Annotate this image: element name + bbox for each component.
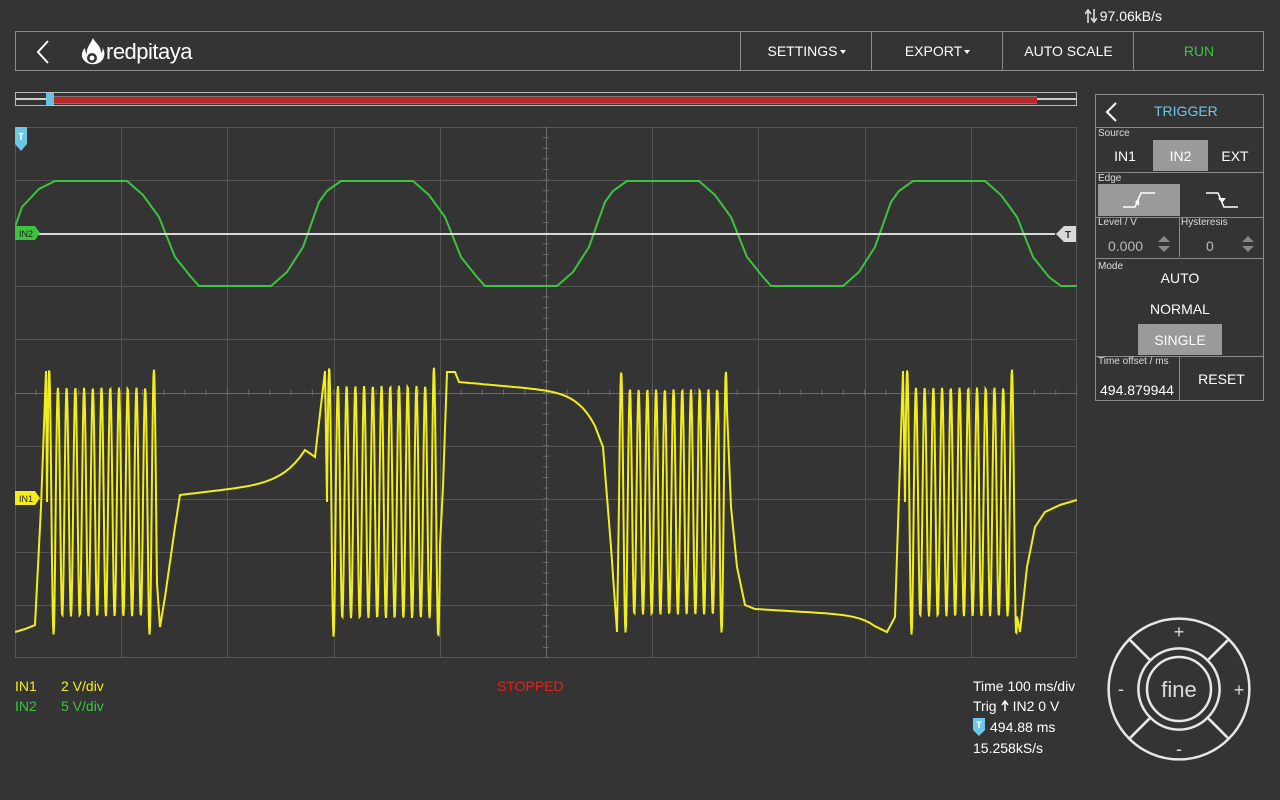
- settings-menu-button[interactable]: SETTINGS: [740, 32, 872, 70]
- run-button[interactable]: RUN: [1133, 32, 1264, 70]
- status-bar: 97.06kB/s: [0, 0, 1280, 30]
- jog-up-label: +: [1174, 622, 1185, 642]
- in2-marker-label: IN2: [19, 229, 33, 239]
- chevron-left-icon[interactable]: [1104, 102, 1118, 122]
- mode-normal-option[interactable]: NORMAL: [1150, 300, 1210, 317]
- run-label: RUN: [1183, 43, 1215, 59]
- time-scale: Time 100 ms/div: [973, 678, 1076, 694]
- trigger-panel: TRIGGER Source IN1 IN2 EXT Edge Level / …: [1095, 94, 1264, 401]
- export-menu-button[interactable]: EXPORT: [871, 32, 1003, 70]
- source-ext-option[interactable]: EXT: [1221, 147, 1249, 164]
- level-stepper-icon[interactable]: [1157, 235, 1171, 253]
- in1-marker-label: IN1: [19, 494, 33, 504]
- transfer-rate-value: 97.06kB/s: [1099, 8, 1162, 24]
- divider: [1096, 258, 1263, 259]
- plot-grid: [15, 127, 1077, 658]
- trigger-info: Trig IN2 0 V: [973, 698, 1059, 714]
- back-button[interactable]: [26, 38, 56, 66]
- divider: [1096, 127, 1263, 128]
- trigger-time-marker[interactable]: T: [15, 127, 27, 151]
- top-navbar: redpitaya SETTINGS EXPORT AUTO SCALE RUN: [15, 31, 1264, 71]
- hysteresis-label: Hysteresis: [1181, 217, 1228, 228]
- trigger-panel-header: TRIGGER: [1096, 95, 1263, 127]
- in2-offset-marker[interactable]: IN2: [15, 226, 40, 240]
- edge-rising-option[interactable]: [1098, 184, 1180, 216]
- edge-falling-option[interactable]: [1181, 184, 1263, 216]
- divider: [1179, 356, 1180, 400]
- settings-label: SETTINGS: [767, 43, 838, 59]
- auto-scale-button[interactable]: AUTO SCALE: [1002, 32, 1134, 70]
- logo-text: redpitaya: [106, 39, 193, 64]
- trigger-info-value: IN2 0 V: [1012, 698, 1060, 714]
- trigger-time-marker-label: T: [18, 132, 24, 143]
- falling-edge-icon: [1206, 192, 1238, 208]
- in2-channel-name: IN2: [15, 698, 37, 714]
- acquisition-state: STOPPED: [497, 678, 564, 694]
- level-label: Level / V: [1098, 217, 1137, 228]
- transfer-rate: 97.06kB/s: [1084, 8, 1162, 24]
- divider: [1096, 172, 1263, 173]
- export-label: EXPORT: [904, 43, 963, 59]
- reset-button[interactable]: RESET: [1198, 370, 1245, 387]
- trigger-time-marker-icon-label: T: [976, 720, 982, 730]
- in1-channel-name: IN1: [15, 678, 37, 694]
- trigger-time-marker-icon: T: [973, 718, 985, 736]
- rising-edge-icon: [1123, 192, 1155, 208]
- oscilloscope-plot[interactable]: T IN2 IN1 T: [15, 127, 1077, 658]
- source-in1-option[interactable]: IN1: [1114, 147, 1136, 164]
- auto-scale-label: AUTO SCALE: [1024, 43, 1113, 59]
- time-offset-value[interactable]: 494.879944: [1100, 382, 1174, 398]
- hysteresis-stepper-icon[interactable]: [1241, 235, 1255, 253]
- in1-scale[interactable]: 2 V/div: [61, 678, 104, 694]
- jog-left-segment[interactable]: [1107, 637, 1153, 741]
- in2-scale[interactable]: 5 V/div: [61, 698, 104, 714]
- trigger-panel-title: TRIGGER: [1154, 103, 1218, 119]
- source-in2-option[interactable]: IN2: [1153, 140, 1208, 171]
- fine-label: fine: [1161, 677, 1196, 702]
- jog-left-label: -: [1118, 679, 1124, 699]
- arrow-up-icon: [1000, 700, 1009, 711]
- time-range-bar[interactable]: [15, 92, 1077, 106]
- hysteresis-value[interactable]: 0: [1206, 238, 1214, 254]
- level-value[interactable]: 0.000: [1108, 238, 1144, 254]
- trigger-level-marker-label: T: [1065, 230, 1071, 241]
- chevron-left-icon: [36, 40, 49, 64]
- sample-rate: 15.258kS/s: [973, 740, 1044, 756]
- transfer-arrows-icon: [1084, 8, 1097, 24]
- in1-offset-marker[interactable]: IN1: [15, 491, 40, 505]
- jog-right-label: +: [1234, 680, 1245, 700]
- trigger-time: T 494.88 ms: [973, 718, 1055, 736]
- jog-wheel[interactable]: + - - + fine: [1103, 613, 1255, 765]
- trigger-info-prefix: Trig: [973, 698, 997, 714]
- mode-single-option[interactable]: SINGLE: [1138, 324, 1222, 355]
- time-offset-label: Time offset / ms: [1098, 356, 1169, 367]
- source-label: Source: [1098, 128, 1130, 139]
- trigger-time-value: 494.88 ms: [990, 719, 1056, 735]
- trigger-level-marker[interactable]: T: [1056, 226, 1076, 242]
- range-window[interactable]: [52, 96, 1037, 104]
- mode-label: Mode: [1098, 261, 1124, 272]
- redpitaya-logo: redpitaya: [81, 37, 193, 67]
- jog-down-label: -: [1176, 739, 1182, 759]
- flame-logo-icon: [81, 38, 105, 65]
- caret-down-icon: [964, 50, 971, 54]
- divider: [1179, 217, 1180, 257]
- fine-button[interactable]: [1145, 655, 1213, 723]
- mode-auto-option[interactable]: AUTO: [1160, 269, 1200, 286]
- in2-trace: [15, 180, 1077, 287]
- caret-down-icon: [839, 50, 846, 54]
- trigger-position-handle[interactable]: [46, 93, 54, 105]
- edge-label: Edge: [1098, 173, 1122, 184]
- in1-trace: [15, 367, 1077, 638]
